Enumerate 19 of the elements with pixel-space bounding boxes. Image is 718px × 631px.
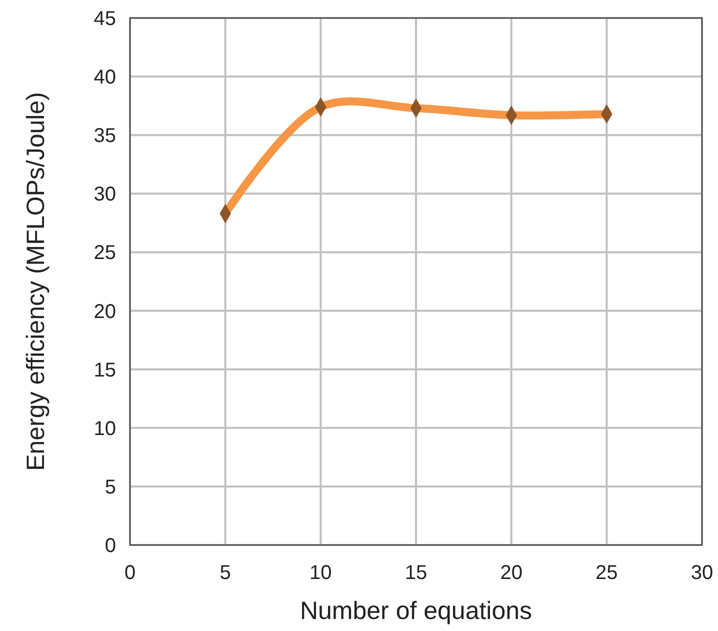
- y-axis-title: Energy efficiency (MFLOPs/Joule): [22, 92, 50, 471]
- y-tick-label: 35: [94, 125, 116, 148]
- y-tick-label: 45: [94, 8, 116, 30]
- y-tick-label: 0: [104, 535, 116, 557]
- y-tick-label: 25: [94, 242, 116, 264]
- x-tick-label: 5: [220, 562, 231, 584]
- y-tick-label: 20: [94, 300, 116, 323]
- x-tick-label: 15: [404, 562, 428, 584]
- x-tick-label: 10: [310, 562, 332, 584]
- y-tick-label: 40: [94, 66, 116, 89]
- x-axis-title: Number of equations: [300, 597, 532, 625]
- x-tick-label: 25: [596, 562, 618, 584]
- y-tick-label: 30: [94, 184, 116, 206]
- y-tick-label: 15: [94, 359, 116, 382]
- y-tick-label: 10: [94, 418, 116, 440]
- x-tick-label: 30: [690, 562, 714, 584]
- x-tick-label: 20: [500, 562, 522, 584]
- y-tick-label: 5: [104, 476, 116, 498]
- x-tick-label: 0: [124, 562, 136, 584]
